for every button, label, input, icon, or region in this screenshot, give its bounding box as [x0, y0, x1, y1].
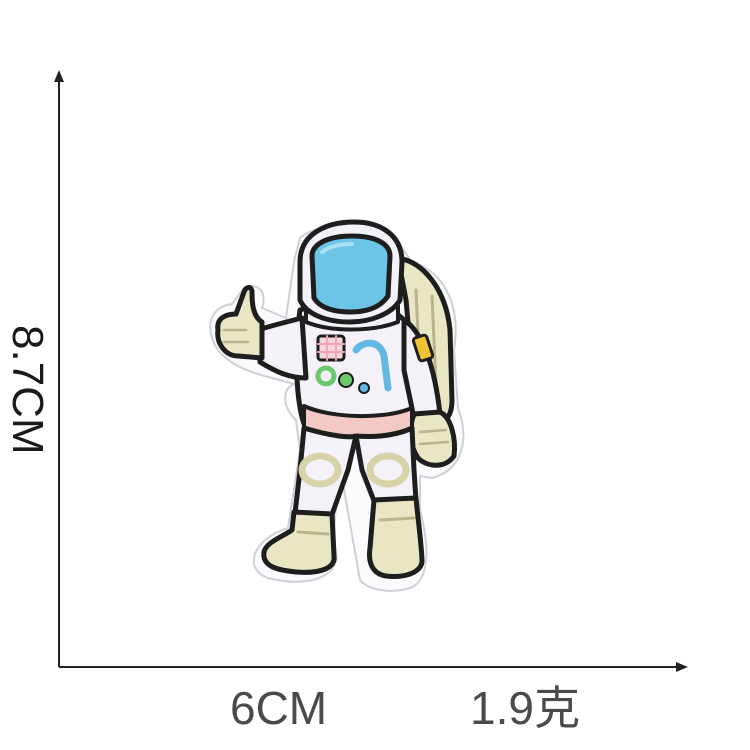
right-knee-pad — [366, 452, 410, 488]
left-knee-pad — [298, 452, 342, 488]
helmet-visor — [309, 233, 393, 315]
right-glove — [408, 409, 457, 468]
astronaut-icon — [209, 219, 465, 592]
left-arm — [255, 315, 309, 381]
green-button-small — [338, 372, 354, 388]
height-dimension-label: 8.7CM — [3, 325, 52, 455]
weight-label: 1.9克 — [470, 682, 580, 734]
green-button-large — [315, 365, 337, 387]
thumbs-up-glove — [215, 285, 265, 361]
left-boot — [261, 509, 337, 575]
right-boot — [367, 495, 425, 579]
vertical-axis-arrowhead — [54, 70, 64, 82]
shoulder-patch — [411, 333, 435, 363]
width-dimension-label: 6CM — [230, 682, 328, 734]
horizontal-axis-arrowhead — [676, 662, 688, 672]
axes — [54, 70, 688, 672]
chest-panel — [316, 334, 346, 362]
chest-hose — [352, 339, 392, 392]
blue-button — [358, 382, 370, 394]
